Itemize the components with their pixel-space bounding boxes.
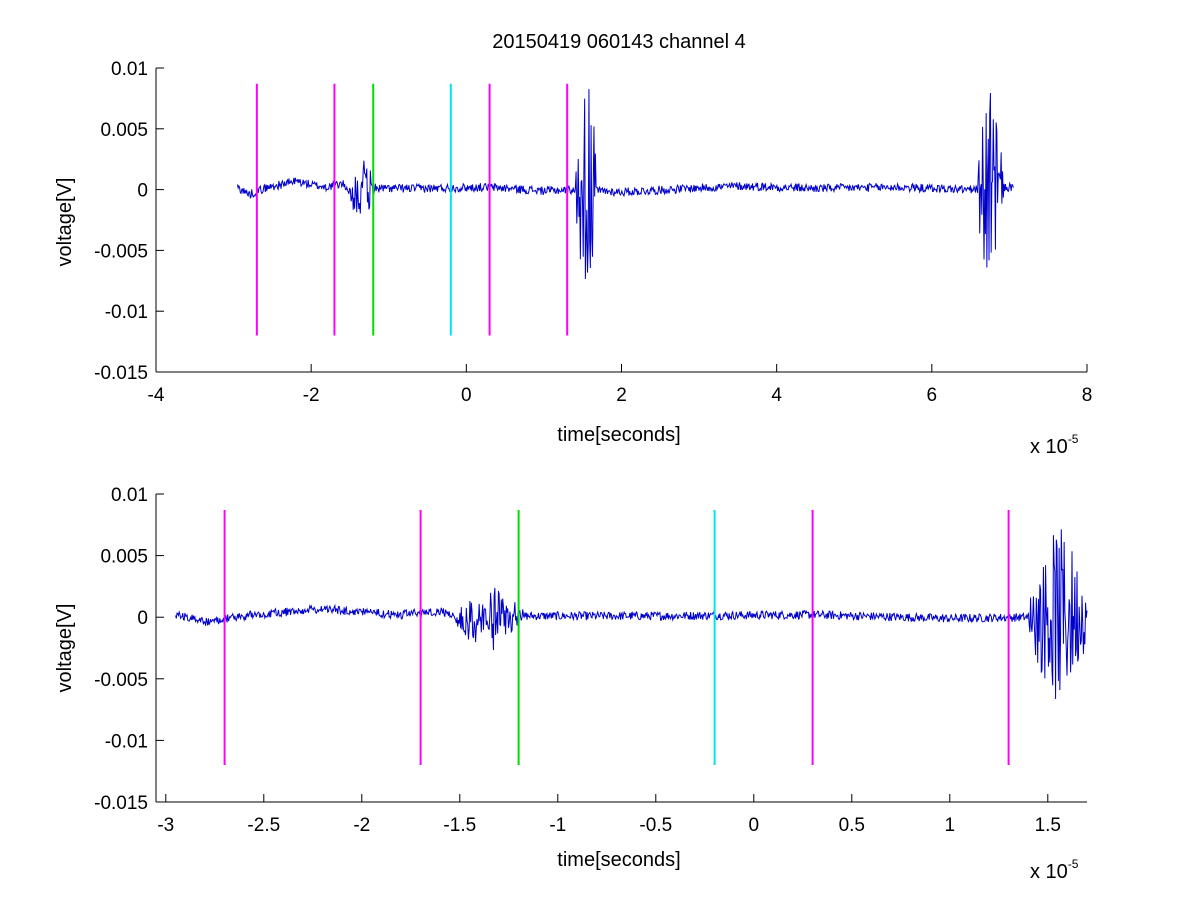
top-plot-y-tick-label: -0.015: [94, 363, 148, 384]
top-plot-x-tick-label: 8: [1082, 385, 1093, 406]
bottom-plot-x-tick-label: 0: [749, 815, 760, 836]
top-plot-x-tick-label: 4: [771, 385, 782, 406]
top-plot-body: -4 -2 0 2 4 6 8 0.01 0.005 0 -0.005 -0.01 -0.015: [94, 59, 1092, 406]
top-plot-y-tick-label: 0.01: [111, 59, 148, 80]
bottom-plot-x-tick-label: -2.5: [247, 815, 280, 836]
bottom-plot-y-tick-label: 0: [137, 608, 148, 629]
top-plot-xlabel: time[seconds]: [557, 424, 680, 446]
figure-title: 20150419 060143 channel 4: [492, 31, 746, 53]
bottom-plot-x-tick-label: 1.5: [1035, 815, 1061, 836]
top-plot-ylabel: voltage[V]: [54, 178, 76, 267]
bottom-plot-x-tick-label: 1: [945, 815, 956, 836]
bottom-plot-x-tick-label: -2: [353, 815, 370, 836]
top-plot-y-tick-label: -0.005: [94, 241, 148, 262]
bottom-plot-x-tick-label: -3: [157, 815, 174, 836]
top-plot-x-tick-label: 0: [461, 385, 472, 406]
top-plot-y-tick-label: 0: [137, 181, 148, 202]
top-plot-x-tick-label: -2: [303, 385, 320, 406]
bottom-plot-y-tick-label: -0.015: [94, 793, 148, 814]
top-plot-y-tick-label: -0.01: [105, 302, 148, 323]
bottom-plot-x-tick-label: -1: [549, 815, 566, 836]
top-plot-x-tick-label: -4: [148, 385, 165, 406]
bottom-plot: -3 -2.5 -2 -1.5 -1 -0.5 0 0.5 1 1.5 0.01 0.005 0 -0.0…: [54, 485, 1088, 883]
bottom-plot-x-tick-label: -0.5: [639, 815, 672, 836]
bottom-plot-xlabel: time[seconds]: [557, 849, 680, 871]
top-plot-x-tick-label: 6: [927, 385, 938, 406]
bottom-plot-signal-trace: [175, 529, 1088, 699]
bottom-plot-y-tick-label: -0.01: [105, 731, 148, 752]
top-plot-x-tick-label: 2: [616, 385, 627, 406]
top-plot-x-multiplier: x 10-5: [1030, 432, 1079, 458]
bottom-plot-y-tick-label: 0.01: [111, 485, 148, 506]
bottom-plot-ylabel: voltage[V]: [54, 604, 76, 693]
bottom-plot-x-tick-label: 0.5: [839, 815, 865, 836]
bottom-plot-y-tick-label: 0.005: [100, 547, 148, 568]
bottom-plot-x-tick-label: -1.5: [443, 815, 476, 836]
top-plot-signal-trace: [236, 89, 1014, 279]
bottom-plot-x-multiplier: x 10-5: [1030, 857, 1079, 883]
bottom-plot-body: -3 -2.5 -2 -1.5 -1 -0.5 0 0.5 1 1.5 0.01 0.005 0 -0.0…: [94, 485, 1088, 836]
top-plot-y-tick-label: 0.005: [100, 120, 148, 141]
top-plot: -4 -2 0 2 4 6 8 0.01 0.005 0 -0.005 -0.01 -0.015 tim…: [54, 59, 1092, 458]
bottom-plot-y-tick-label: -0.005: [94, 670, 148, 691]
